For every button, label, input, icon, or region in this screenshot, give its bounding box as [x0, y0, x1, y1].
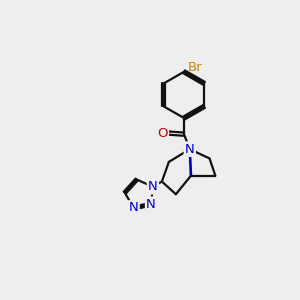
Text: Br: Br: [188, 61, 202, 74]
Text: N: N: [129, 202, 139, 214]
Text: N: N: [146, 198, 156, 211]
Text: O: O: [157, 127, 168, 140]
Text: N: N: [148, 180, 158, 193]
Text: N: N: [185, 143, 195, 156]
